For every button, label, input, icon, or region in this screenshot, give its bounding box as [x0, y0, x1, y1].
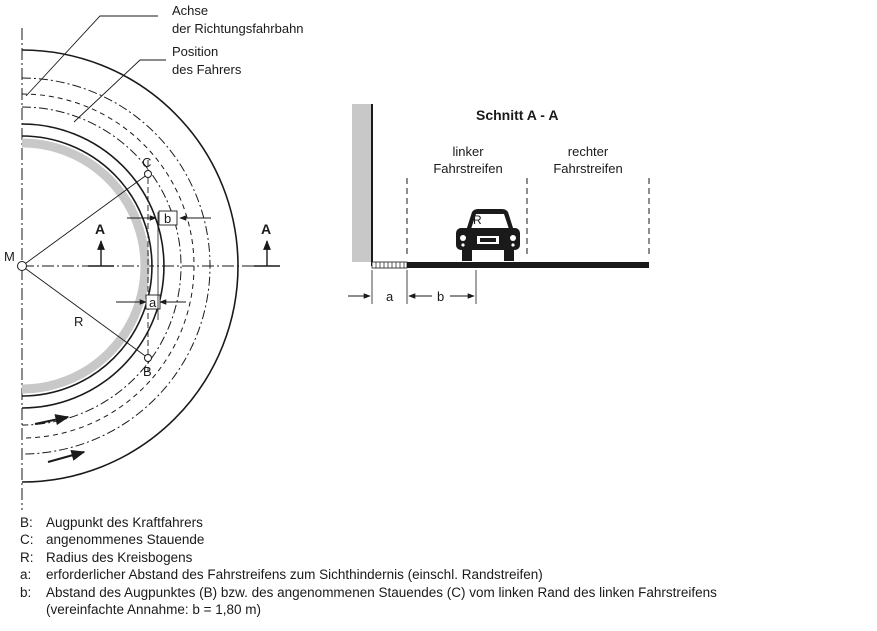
- left-lane-label-line2: Fahrstreifen: [433, 161, 502, 176]
- axis-callout-line1: Achse: [172, 3, 208, 18]
- plan-view: Achse der Richtungsfahrbahn Position des…: [4, 3, 304, 510]
- line-to-c: [22, 174, 148, 266]
- center-point-m: [18, 262, 27, 271]
- left-lane-label-line1: linker: [452, 144, 484, 159]
- axis-callout-line2: der Richtungsfahrbahn: [172, 21, 304, 36]
- section-a-right-label: A: [261, 221, 271, 237]
- section-dim-a-label: a: [386, 289, 394, 304]
- dim-a-label: a: [149, 295, 157, 310]
- legend-key: b:: [20, 584, 46, 601]
- sight-obstacle-wall: [352, 104, 371, 262]
- driver-callout-line2: des Fahrers: [172, 62, 242, 77]
- driver-callout-leader: [74, 60, 166, 122]
- legend-text: Radius des Kreisbogens: [46, 549, 192, 566]
- legend: B: Augpunkt des Kraftfahrers C: angenomm…: [20, 514, 717, 618]
- legend-key: B:: [20, 514, 46, 531]
- dim-b-label: b: [164, 211, 171, 226]
- direction-arrow-inner: [35, 417, 68, 424]
- diagram-canvas: Achse der Richtungsfahrbahn Position des…: [0, 0, 877, 510]
- point-m-label: M: [4, 249, 15, 264]
- legend-row-a: a: erforderlicher Abstand des Fahrstreif…: [20, 566, 717, 583]
- radius-line: [22, 266, 148, 358]
- hard-shoulder: [372, 262, 407, 268]
- legend-key: C:: [20, 531, 46, 548]
- driver-callout-line1: Position: [172, 44, 218, 59]
- legend-key: [20, 601, 46, 618]
- legend-key: R:: [20, 549, 46, 566]
- legend-row-c: C: angenommenes Stauende: [20, 531, 717, 548]
- right-lane-label-line2: Fahrstreifen: [553, 161, 622, 176]
- direction-arrow-outer: [48, 452, 84, 462]
- legend-row-b-distance: b: Abstand des Augpunktes (B) bzw. des a…: [20, 584, 717, 601]
- legend-row-r: R: Radius des Kreisbogens: [20, 549, 717, 566]
- legend-text: Augpunkt des Kraftfahrers: [46, 514, 203, 531]
- legend-text: angenommenes Stauende: [46, 531, 204, 548]
- road-surface: [407, 262, 649, 268]
- radius-label: R: [74, 314, 83, 329]
- point-c: [145, 171, 152, 178]
- legend-text: erforderlicher Abstand des Fahrstreifens…: [46, 566, 543, 583]
- point-b: [145, 355, 152, 362]
- section-view: R Schnitt A - A linker Fahrstreifen rech…: [348, 104, 649, 304]
- legend-row-b: B: Augpunkt des Kraftfahrers: [20, 514, 717, 531]
- section-dim-b-label: b: [437, 289, 444, 304]
- point-b-label: B: [143, 364, 152, 379]
- legend-text: (vereinfachte Annahme: b = 1,80 m): [46, 601, 261, 618]
- car-icon: [456, 209, 520, 261]
- legend-text: Abstand des Augpunktes (B) bzw. des ange…: [46, 584, 717, 601]
- legend-row-note: (vereinfachte Annahme: b = 1,80 m): [20, 601, 717, 618]
- legend-key: a:: [20, 566, 46, 583]
- right-lane-label-line1: rechter: [568, 144, 609, 159]
- point-c-label: C: [142, 155, 151, 170]
- section-a-left-label: A: [95, 221, 105, 237]
- section-title: Schnitt A - A: [476, 107, 558, 123]
- car-driver-letter: R: [473, 213, 482, 227]
